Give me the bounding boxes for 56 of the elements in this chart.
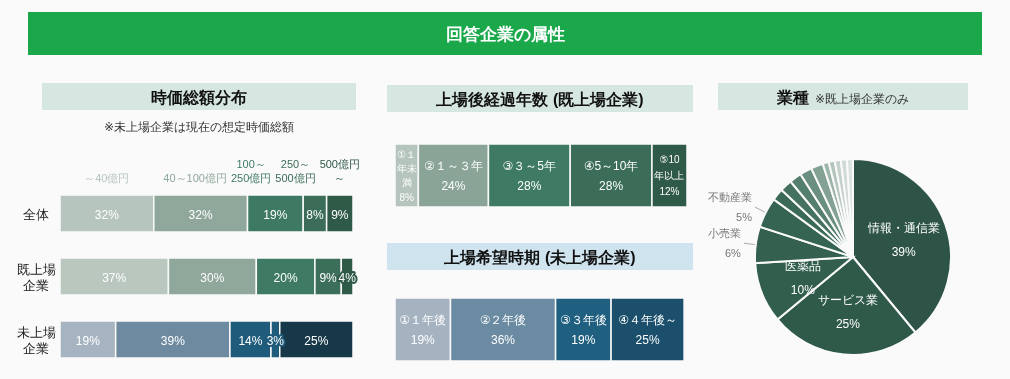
slice-label: 情報・通信業 <box>866 220 940 235</box>
series-label: ④４年後～ <box>618 313 677 328</box>
y-tick-label: 全体 <box>23 206 49 222</box>
y-tick-label: 既上場企業 <box>16 261 56 293</box>
data-label: 25% <box>304 333 329 348</box>
series-label: ⑤10年以上 <box>654 154 685 182</box>
data-label: 19% <box>263 207 288 222</box>
data-label: 39% <box>160 333 186 348</box>
slice-label: 小売業 <box>707 227 741 240</box>
chart-subtitle: ※未上場企業は現在の想定時価総額 <box>103 120 295 134</box>
data-label: 24% <box>441 178 466 193</box>
data-label: 5% <box>736 211 753 224</box>
series-label: 40～100億円 <box>163 172 227 184</box>
data-label: 8% <box>306 207 324 222</box>
data-label: 28% <box>517 178 542 193</box>
data-label: 20% <box>273 270 298 285</box>
data-label: 19% <box>75 333 101 348</box>
data-label: 25% <box>835 316 861 331</box>
data-label: 9% <box>331 207 349 222</box>
chart-title: 上場希望時期 (未上場企業) <box>443 249 636 266</box>
data-label: 28% <box>599 178 624 193</box>
series-label: 250～500億円 <box>275 158 316 184</box>
series-label: ～40億円 <box>84 172 130 184</box>
data-label: 19% <box>410 332 436 347</box>
data-label: 12% <box>659 186 680 198</box>
data-label: 37% <box>102 270 127 285</box>
series-label: ①１年未満 <box>396 148 417 189</box>
data-label: 9% <box>319 270 338 285</box>
data-label: 30% <box>200 270 225 285</box>
chart-subtitle: ※既上場企業のみ <box>814 92 910 106</box>
series-label: 100～250億円 <box>230 158 272 184</box>
data-label: 14% <box>238 333 263 348</box>
series-label: ③３年後 <box>559 313 607 328</box>
series-label: ④5～10年 <box>583 159 639 174</box>
series-label: ②１～３年 <box>424 159 483 174</box>
data-label: 39% <box>891 244 917 259</box>
y-tick-label: 未上場企業 <box>16 324 56 356</box>
data-label: 6% <box>724 247 742 260</box>
data-label: 36% <box>491 332 516 347</box>
data-label: 10% <box>790 282 816 297</box>
chart-title: 業種 <box>775 89 809 106</box>
data-label: 32% <box>94 207 120 222</box>
slice-label: 不動産業 <box>707 191 752 204</box>
chart-title: 時価総額分布 <box>151 89 247 107</box>
data-label: 8% <box>399 191 415 203</box>
series-label: ①１年後 <box>399 313 447 328</box>
data-label: 25% <box>635 332 660 347</box>
data-label: 19% <box>571 332 596 347</box>
series-label: ③３～5年 <box>502 159 557 174</box>
chart-title: 上場後経過年数 (既上場企業) <box>435 91 644 108</box>
series-label: ②２年後 <box>479 313 527 328</box>
data-label: 32% <box>188 207 213 222</box>
series-label: 500億円～ <box>319 158 360 184</box>
slice-label: サービス業 <box>817 292 878 307</box>
slice-label: 医薬品 <box>784 258 821 273</box>
banner: 回答企業の属性 <box>28 12 982 55</box>
